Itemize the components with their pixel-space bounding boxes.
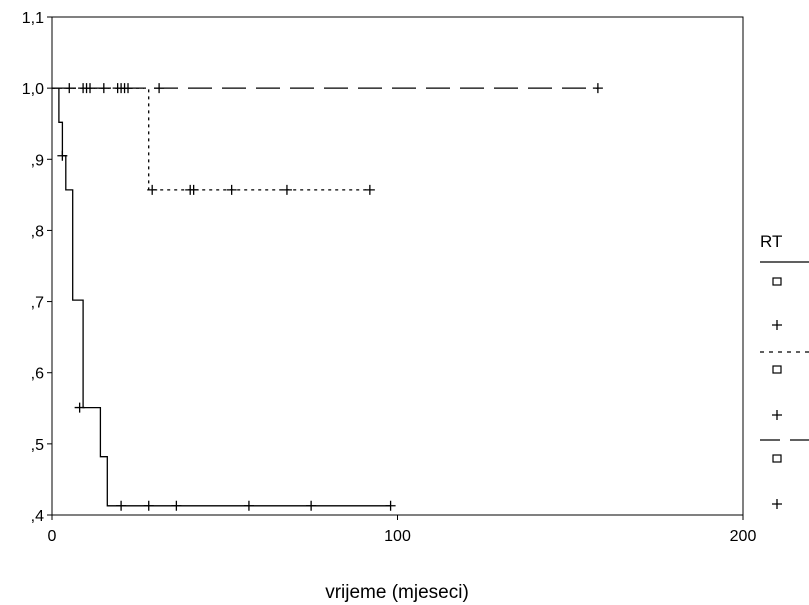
series-3-censor-mark bbox=[154, 83, 165, 94]
series-1-censor-mark bbox=[143, 500, 154, 511]
series-2-censor-mark bbox=[188, 184, 199, 195]
series-3-censor-mark bbox=[592, 83, 603, 94]
x-tick-label: 0 bbox=[48, 528, 57, 545]
series-2-censor-mark bbox=[147, 184, 158, 195]
legend-plus-marker bbox=[772, 320, 782, 330]
y-tick-label: ,6 bbox=[31, 366, 44, 383]
series-2-censor-mark bbox=[364, 184, 375, 195]
y-tick-label: ,4 bbox=[31, 508, 44, 525]
series-1-censor-mark bbox=[171, 500, 182, 511]
series-1-censor-mark bbox=[243, 500, 254, 511]
x-tick-label: 100 bbox=[384, 528, 411, 545]
series-1-censor-mark bbox=[116, 500, 127, 511]
series-1-censor-mark bbox=[385, 500, 396, 511]
y-tick-label: ,9 bbox=[31, 152, 44, 169]
series-1-censor-mark bbox=[74, 402, 85, 413]
plot-frame bbox=[51, 16, 744, 516]
y-tick-label: ,8 bbox=[31, 223, 44, 240]
legend-title: RT bbox=[760, 232, 782, 251]
y-tick-label: 1,1 bbox=[22, 10, 44, 27]
series-2-censor-mark bbox=[226, 184, 237, 195]
series-2-censor-mark bbox=[281, 184, 292, 195]
legend: RT bbox=[760, 232, 809, 509]
series-2-dotted-line bbox=[52, 87, 370, 191]
axis-layer: ,4 ,5 ,6 ,7 ,8 ,9 1,0 1,1 0 100 200 bbox=[22, 10, 757, 545]
legend-square-marker bbox=[772, 365, 782, 374]
series-1-solid-line bbox=[52, 87, 391, 507]
y-tick-label: ,7 bbox=[31, 295, 44, 312]
series-layer bbox=[52, 83, 603, 511]
y-tick-label: ,5 bbox=[31, 437, 44, 454]
legend-square-marker bbox=[772, 277, 782, 286]
legend-plus-marker bbox=[772, 499, 782, 509]
series-1-censor-mark bbox=[57, 150, 68, 161]
legend-plus-marker bbox=[772, 410, 782, 420]
x-tick-label: 200 bbox=[730, 528, 757, 545]
legend-square-marker bbox=[772, 454, 782, 463]
x-axis-label: vrijeme (mjeseci) bbox=[325, 582, 469, 603]
y-tick-label: 1,0 bbox=[22, 81, 44, 98]
series-1-censor-mark bbox=[306, 500, 317, 511]
